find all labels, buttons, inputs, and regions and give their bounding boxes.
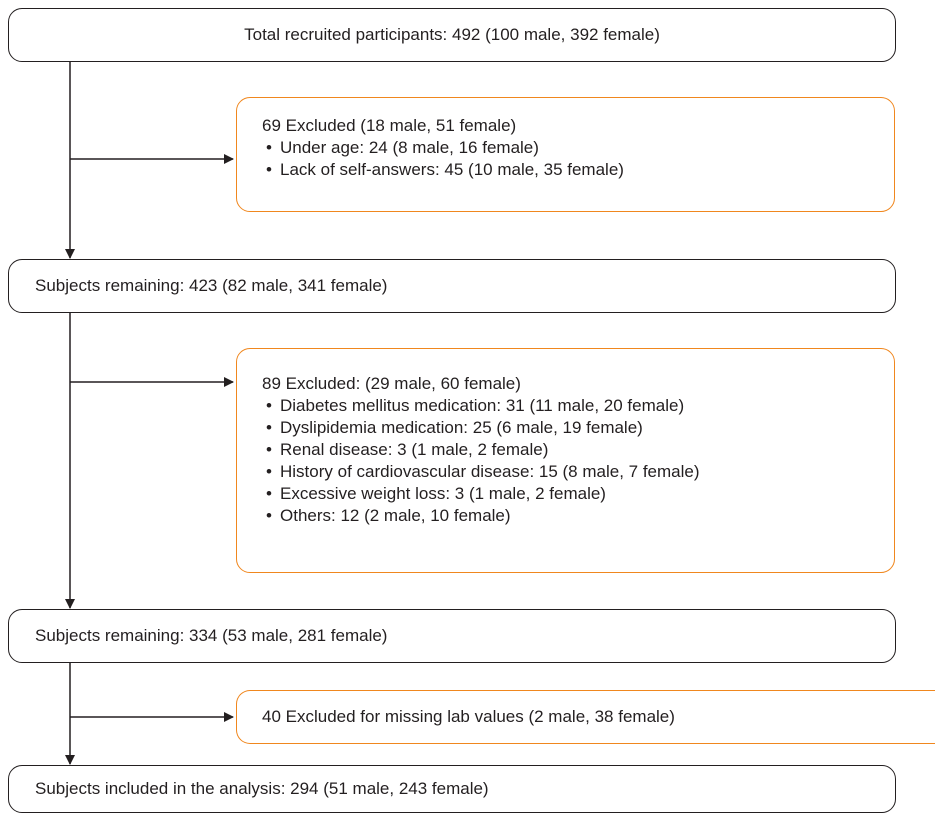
exclusion-item: Others: 12 (2 male, 10 female): [262, 505, 700, 527]
exclusion-box-3: 40 Excluded for missing lab values (2 ma…: [236, 690, 935, 744]
subjects-included-text: Subjects included in the analysis: 294 (…: [35, 779, 489, 798]
subjects-remaining-text-1: Subjects remaining: 423 (82 male, 341 fe…: [35, 276, 388, 295]
exclusion-box-1: 69 Excluded (18 male, 51 female) Under a…: [236, 97, 895, 212]
exclusion-title-3: 40 Excluded for missing lab values (2 ma…: [262, 707, 675, 726]
exclusion-title-2: 89 Excluded: (29 male, 60 female): [262, 374, 521, 393]
exclusion-item: Dyslipidemia medication: 25 (6 male, 19 …: [262, 417, 700, 439]
exclusion-item: Excessive weight loss: 3 (1 male, 2 fema…: [262, 483, 700, 505]
exclusion-item: Diabetes mellitus medication: 31 (11 mal…: [262, 395, 700, 417]
subjects-included-box: Subjects included in the analysis: 294 (…: [8, 765, 896, 813]
exclusion-item: Lack of self-answers: 45 (10 male, 35 fe…: [262, 159, 624, 181]
subjects-remaining-text-2: Subjects remaining: 334 (53 male, 281 fe…: [35, 626, 388, 645]
exclusion-title-1: 69 Excluded (18 male, 51 female): [262, 116, 517, 135]
total-recruited-text: Total recruited participants: 492 (100 m…: [244, 25, 660, 44]
exclusion-item: History of cardiovascular disease: 15 (8…: [262, 461, 700, 483]
subjects-remaining-box-2: Subjects remaining: 334 (53 male, 281 fe…: [8, 609, 896, 663]
exclusion-item: Renal disease: 3 (1 male, 2 female): [262, 439, 700, 461]
subjects-remaining-box-1: Subjects remaining: 423 (82 male, 341 fe…: [8, 259, 896, 313]
total-recruited-box: Total recruited participants: 492 (100 m…: [8, 8, 896, 62]
exclusion-item: Under age: 24 (8 male, 16 female): [262, 137, 624, 159]
exclusion-box-2: 89 Excluded: (29 male, 60 female) Diabet…: [236, 348, 895, 573]
